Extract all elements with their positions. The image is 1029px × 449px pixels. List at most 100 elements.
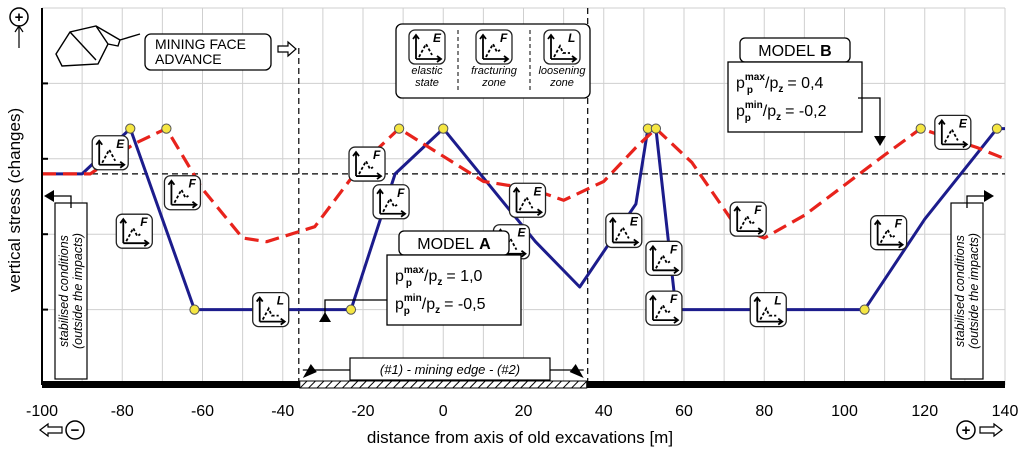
hatched-mining-section [299, 380, 588, 389]
axes-arrows-icon [352, 150, 383, 180]
state-letter: E [517, 226, 526, 240]
state-icon-l: L [252, 291, 290, 328]
state-icon-e: E [508, 182, 547, 218]
curve-sketch-icon [261, 306, 279, 321]
left-arrow-icon [39, 422, 63, 438]
model-params-box [386, 254, 522, 326]
plus-sign-top: + [15, 9, 24, 26]
curve-sketch-icon [655, 253, 671, 269]
legend-label-line: zone [481, 77, 506, 89]
model-a-callout-arrow [319, 312, 331, 322]
model-title: MODEL B [758, 43, 831, 60]
legend-label-line: loosening [538, 65, 586, 77]
curve-sketch-icon [739, 214, 755, 230]
curve-sketch-icon [382, 196, 398, 213]
curve-sketch-icon [358, 159, 374, 175]
state-icon-f: F [348, 146, 386, 182]
state-letter: F [140, 215, 148, 229]
axes-arrows-icon [119, 217, 150, 247]
legend-icon-e: E [408, 29, 446, 65]
p-subscript: p [404, 306, 410, 317]
mining-face-text: MINING FACE ADVANCE [155, 36, 246, 67]
mining-edge-text: (#1) - mining edge - (#2) [380, 362, 520, 377]
plus-sign-bottom-circle [956, 420, 976, 440]
x-tick-label: 40 [595, 403, 613, 420]
x-tick-label: 60 [675, 403, 693, 420]
mining-face-box [144, 33, 272, 71]
yield-point-marker [125, 123, 136, 134]
p-subscript: p [747, 85, 753, 96]
stabilised-right-label: stabilised conditions(outside the impact… [950, 202, 984, 380]
mining-edge-box [349, 357, 551, 381]
state-icon-f: F [645, 290, 683, 326]
yield-point-marker [991, 123, 1003, 134]
curve-sketch-icon [879, 227, 896, 244]
p-symbol: p [395, 268, 404, 285]
axes-arrows-icon [512, 186, 544, 216]
param-value: = -0,2 [785, 103, 826, 120]
legend-label-line: zone [549, 77, 574, 89]
state-icon-e: E [934, 114, 972, 151]
legend-icon-f: F [475, 29, 513, 65]
model-param-pmin: pmin p/pz = -0,2 [736, 100, 827, 124]
x-tick-label: 0 [439, 403, 448, 420]
stabilised-left-label: stabilised conditions(outside the impact… [54, 202, 88, 380]
stabilised-text-line: (outside the impacts) [71, 233, 85, 349]
axes-arrows-icon [733, 205, 764, 235]
state-letter: E [433, 31, 442, 45]
axes-arrows-icon [938, 118, 969, 149]
curve-sketch-icon [173, 187, 189, 204]
pz-subscript: z [778, 84, 783, 95]
pz-slash: /p [765, 75, 778, 92]
curve-sketch-icon [125, 226, 141, 242]
param-value: = -0,5 [444, 296, 485, 313]
legend-label: fracturing zone [471, 65, 518, 89]
legend-label-line: fracturing [471, 65, 518, 77]
axes-arrows-icon [873, 219, 905, 249]
state-letter: E [116, 137, 125, 151]
axes-arrows-icon [376, 188, 407, 218]
axes-layer: -100 -80 -60 -40 -20 0 20 40 60 80 100 120 140 distan… [5, 7, 1018, 447]
x-tick-label: 120 [911, 403, 938, 420]
axes-arrows-icon [255, 296, 287, 326]
axes-arrows-icon [547, 33, 578, 63]
legend-label: elastic state [411, 65, 443, 89]
pz-subscript: z [435, 305, 440, 316]
legend-icon-l: L [543, 29, 581, 65]
stabilised-text-line: (outside the impacts) [967, 233, 981, 349]
pz-slash: /p [422, 296, 435, 313]
state-icon-e: E [605, 212, 643, 249]
param-value: = 0,4 [787, 75, 823, 92]
mining-face-label-group: MINING FACE ADVANCE [55, 25, 297, 71]
axes-arrows-icon [753, 296, 784, 326]
state-letter: L [277, 294, 284, 308]
yield-point-marker [394, 123, 405, 134]
p-symbol: p [395, 296, 404, 313]
axes-arrows-icon [412, 33, 443, 63]
p-superscript: min [404, 293, 422, 304]
state-letter: E [630, 214, 639, 228]
p-superscript: min [745, 100, 763, 111]
axes-arrows-icon [167, 179, 198, 209]
state-letter: F [754, 203, 762, 217]
minus-sign-bottom-circle [65, 420, 85, 440]
mining-face-text-line: MINING FACE [155, 36, 246, 52]
pz-slash: /p [763, 103, 776, 120]
pz-slash: /p [424, 268, 437, 285]
state-letter: F [188, 177, 196, 191]
x-tick-label: -40 [271, 403, 294, 420]
p-symbol: p [736, 103, 745, 120]
mining-edge-arrow-left [302, 364, 317, 378]
up-arrow-icon [14, 24, 24, 48]
state-icon-f: F [869, 215, 908, 251]
x-tick-label: -100 [26, 403, 58, 420]
legend-label-line: elastic [411, 65, 443, 77]
model-b-callout-line [858, 97, 881, 138]
yield-point-marker [915, 123, 926, 134]
yield-point-marker [345, 304, 357, 315]
x-tick-label: 20 [515, 403, 533, 420]
